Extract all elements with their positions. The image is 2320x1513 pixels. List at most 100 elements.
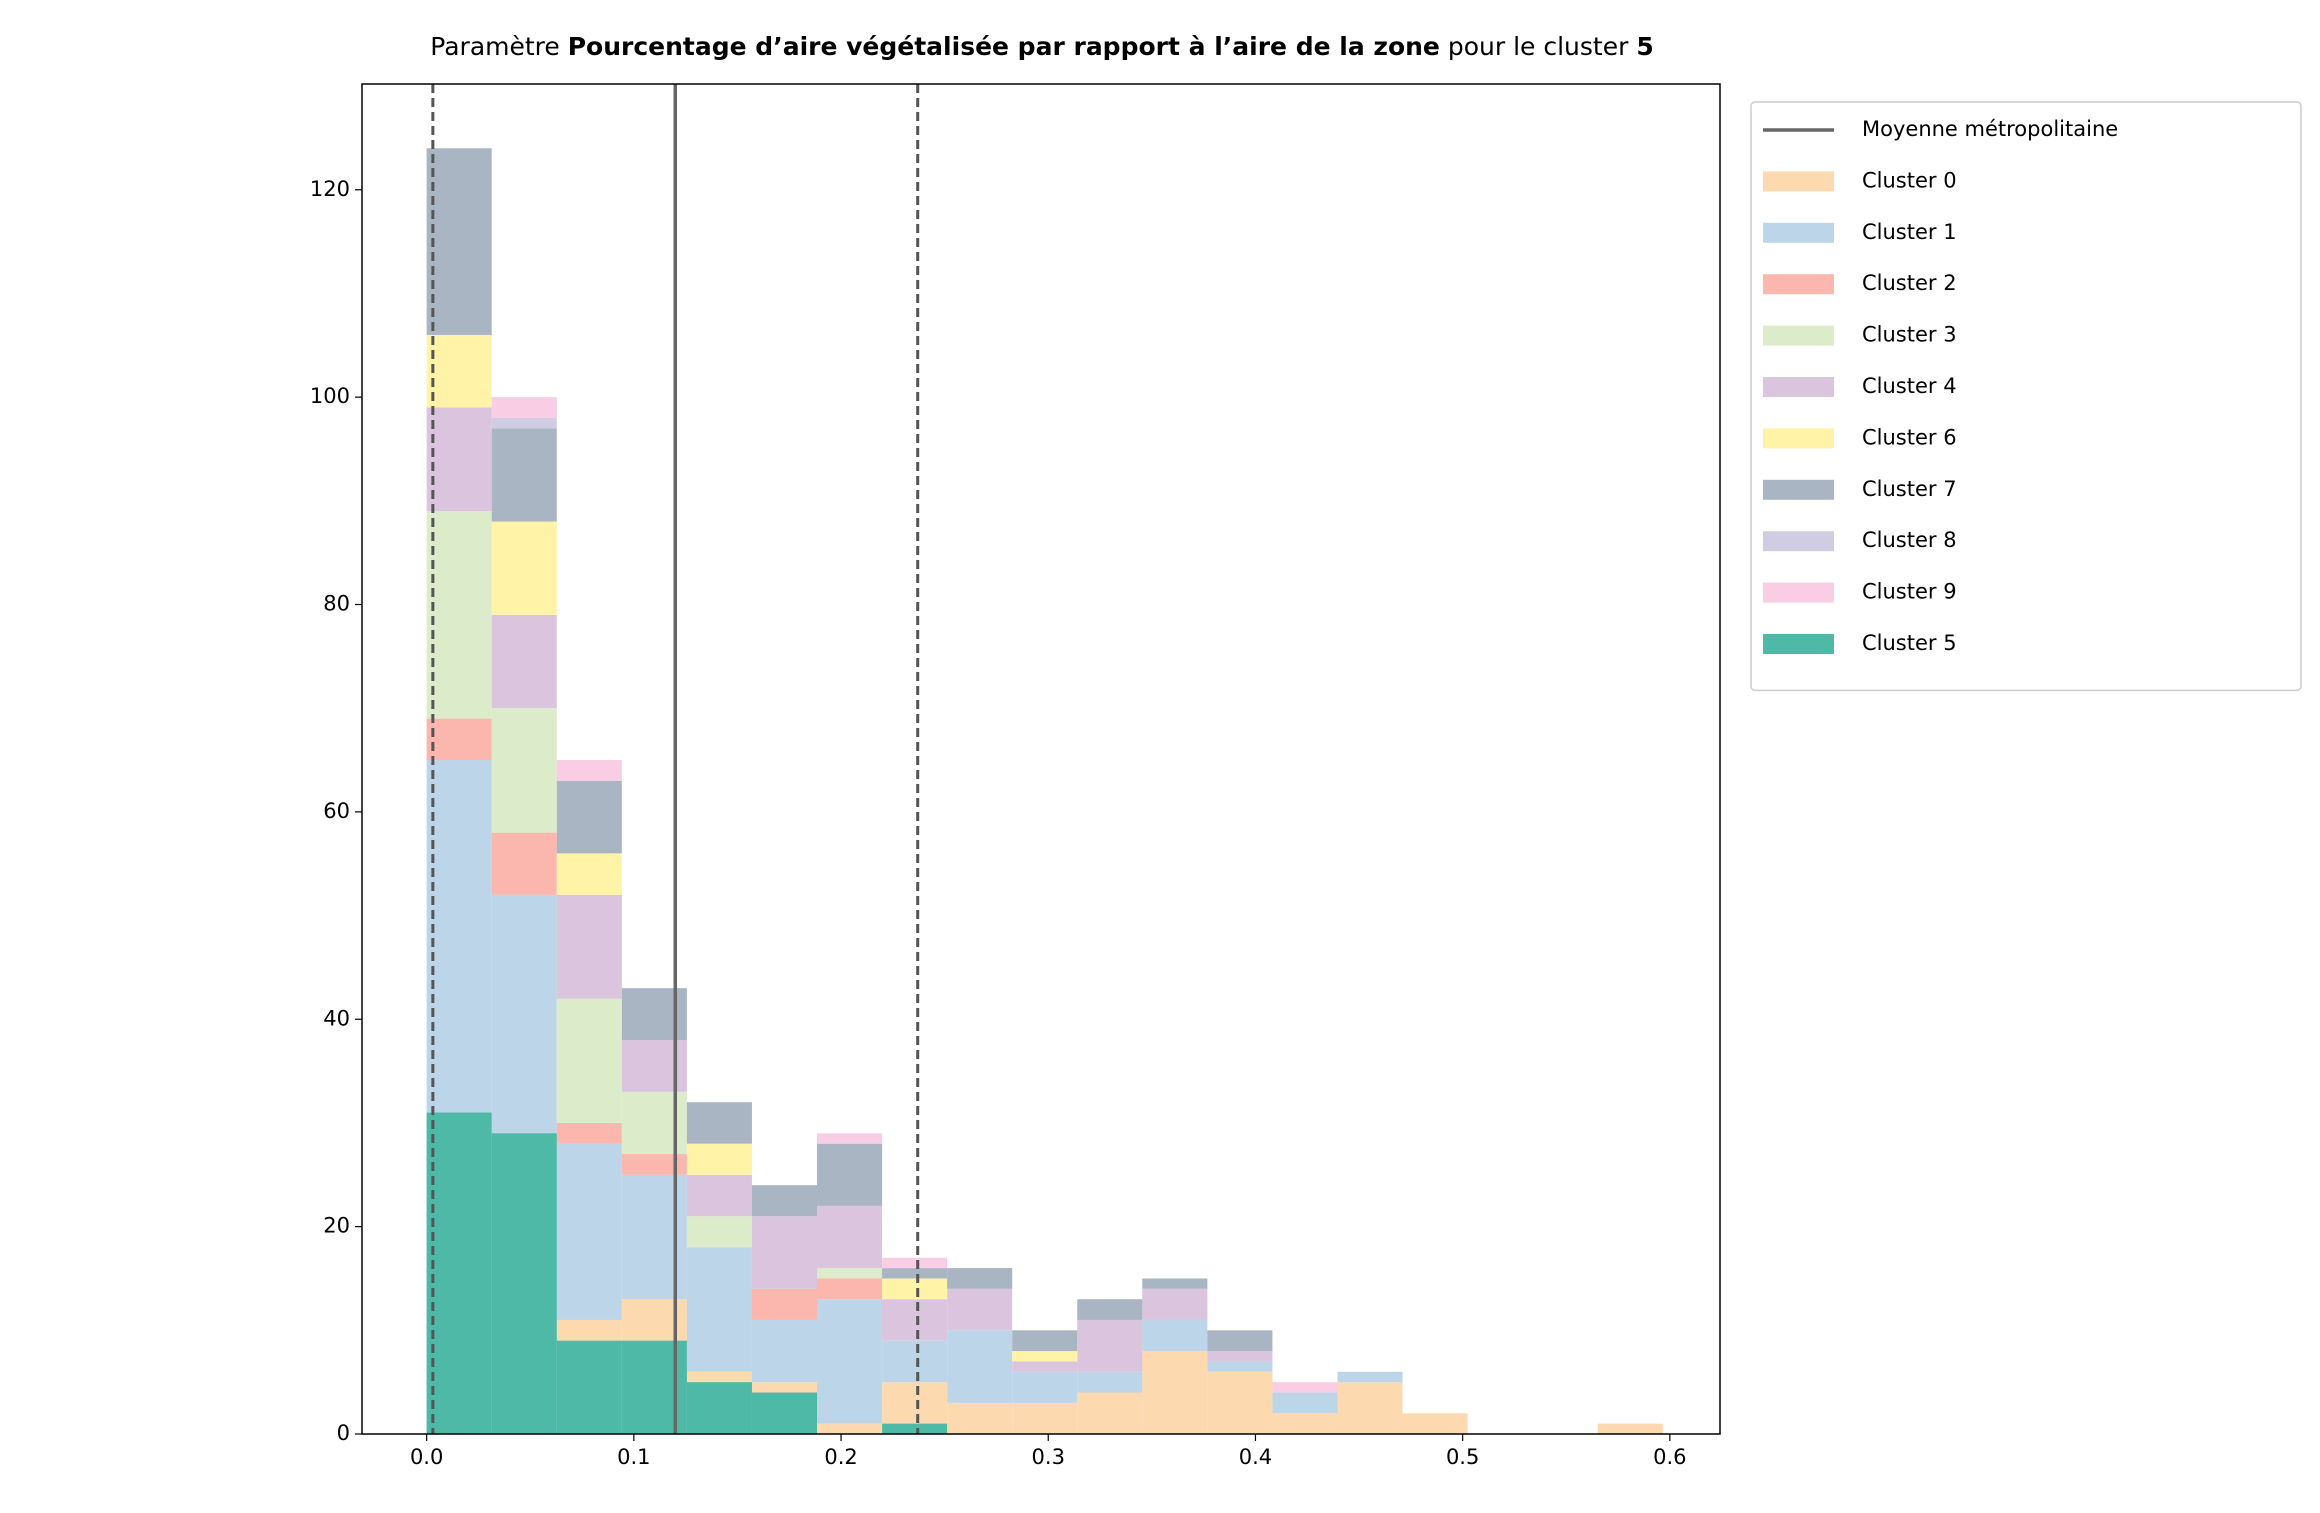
bar — [1207, 1330, 1273, 1352]
bar — [1272, 1413, 1338, 1434]
legend-swatch — [1763, 222, 1834, 243]
legend-label: Cluster 6 — [1862, 425, 1957, 449]
bar — [491, 614, 557, 709]
legend-label: Cluster 7 — [1862, 477, 1957, 501]
bar — [686, 1247, 752, 1372]
bar — [426, 334, 492, 408]
bar — [947, 1330, 1013, 1403]
bar — [491, 1133, 557, 1434]
bar — [882, 1257, 948, 1269]
legend-label: Cluster 1 — [1862, 220, 1957, 244]
bar — [556, 760, 622, 781]
bar — [751, 1288, 818, 1320]
bar — [1012, 1330, 1078, 1352]
bar — [947, 1268, 1013, 1289]
bar — [621, 1340, 687, 1434]
bar — [1207, 1351, 1273, 1362]
title-part: 5 — [1636, 32, 1653, 61]
bar — [686, 1174, 752, 1217]
bar — [882, 1268, 948, 1279]
legend-label: Cluster 0 — [1862, 168, 1957, 192]
bar — [621, 1039, 687, 1092]
legend-label: Cluster 3 — [1862, 323, 1957, 347]
bar — [426, 718, 492, 761]
legend-swatch — [1763, 377, 1834, 397]
bar — [1077, 1319, 1143, 1372]
bar — [817, 1423, 883, 1434]
bar — [1207, 1361, 1273, 1372]
bar — [621, 988, 687, 1040]
bar — [556, 1340, 622, 1434]
bar — [1012, 1361, 1078, 1372]
bar — [882, 1278, 948, 1300]
legend-swatch — [1763, 634, 1834, 654]
bar — [1142, 1351, 1208, 1434]
y-tick-label: 20 — [323, 1214, 350, 1238]
bar — [686, 1382, 752, 1434]
y-tick-label: 40 — [323, 1006, 350, 1030]
bar — [686, 1216, 752, 1248]
legend-label: Cluster 8 — [1862, 528, 1957, 552]
bar — [817, 1299, 883, 1424]
bar — [491, 417, 557, 429]
bar — [1142, 1319, 1208, 1352]
bar — [491, 832, 557, 895]
bar — [426, 1112, 492, 1434]
bar — [1077, 1392, 1143, 1434]
title-part: Pourcentage d’aire végétalisée par rappo… — [568, 32, 1440, 61]
bar — [491, 428, 557, 522]
bar — [751, 1185, 818, 1217]
x-tick-label: 0.0 — [410, 1445, 443, 1469]
legend-swatch — [1763, 582, 1834, 603]
legend-swatch — [1763, 531, 1834, 552]
bar — [621, 1091, 687, 1155]
bar — [1337, 1382, 1403, 1434]
x-tick-label: 0.6 — [1653, 1445, 1686, 1469]
bar — [491, 521, 557, 615]
bar — [556, 1143, 622, 1320]
bar — [751, 1216, 818, 1289]
bar — [947, 1288, 1013, 1331]
bar — [1402, 1413, 1468, 1434]
bar — [686, 1102, 752, 1144]
legend-swatch — [1763, 325, 1834, 346]
bar — [621, 1154, 687, 1175]
bar — [1207, 1371, 1273, 1434]
bar — [426, 407, 492, 512]
legend-label: Moyenne métropolitaine — [1862, 117, 2118, 141]
y-tick-label: 120 — [310, 177, 350, 201]
y-tick-label: 60 — [323, 799, 350, 823]
x-tick-label: 0.5 — [1446, 1445, 1479, 1469]
bar — [751, 1319, 818, 1383]
bar — [426, 511, 492, 719]
bar — [1597, 1423, 1663, 1434]
bar — [1012, 1371, 1078, 1403]
legend-label: Cluster 2 — [1862, 271, 1957, 295]
x-tick-label: 0.1 — [617, 1445, 650, 1469]
y-tick-label: 80 — [323, 592, 350, 616]
bar — [1012, 1351, 1078, 1362]
bar — [556, 894, 622, 999]
bar — [686, 1143, 752, 1175]
bar — [621, 1174, 687, 1300]
bar — [882, 1423, 948, 1434]
legend-swatch — [1763, 171, 1834, 192]
bar — [947, 1402, 1013, 1434]
legend-swatch — [1763, 274, 1834, 295]
x-tick-label: 0.2 — [824, 1445, 857, 1469]
legend-label: Cluster 5 — [1862, 631, 1957, 655]
y-tick-label: 100 — [310, 384, 350, 408]
bar — [882, 1299, 948, 1341]
bar — [817, 1143, 883, 1206]
legend-label: Cluster 9 — [1862, 580, 1957, 604]
bar — [1012, 1402, 1078, 1434]
bar — [1077, 1371, 1143, 1393]
bar — [882, 1340, 948, 1383]
y-tick-label: 0 — [337, 1421, 350, 1445]
x-tick-label: 0.4 — [1239, 1445, 1272, 1469]
bar — [817, 1205, 883, 1269]
x-tick-label: 0.3 — [1032, 1445, 1065, 1469]
bar — [556, 853, 622, 895]
